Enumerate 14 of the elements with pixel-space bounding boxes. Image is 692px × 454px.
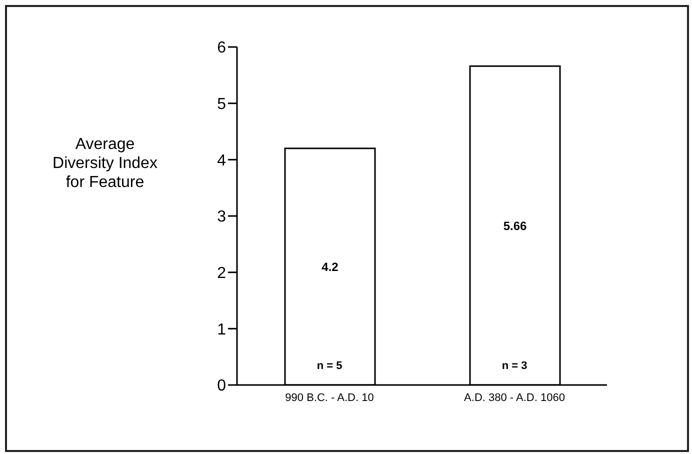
y-tick-label: 3 <box>217 208 226 226</box>
y-tick-label: 1 <box>217 321 226 338</box>
annotation: n = 5 <box>316 360 342 372</box>
y-tick-label: 6 <box>217 40 226 57</box>
y-tick-label: 2 <box>217 265 226 282</box>
y-tick-label: 4 <box>217 152 226 170</box>
data-label: 4.2 <box>322 260 339 274</box>
y-axis-title: Average Diversity Index for Feature <box>52 135 158 192</box>
data-label: 5.66 <box>503 218 527 233</box>
annotation: n = 3 <box>502 360 528 372</box>
y-tick-label: 0 <box>217 378 226 395</box>
y-tick-label: 5 <box>217 96 226 114</box>
x-tick-label: 990 B.C. - A.D. 10 <box>285 392 374 404</box>
x-tick-label: A.D. 380 - A.D. 1060 <box>464 392 565 404</box>
